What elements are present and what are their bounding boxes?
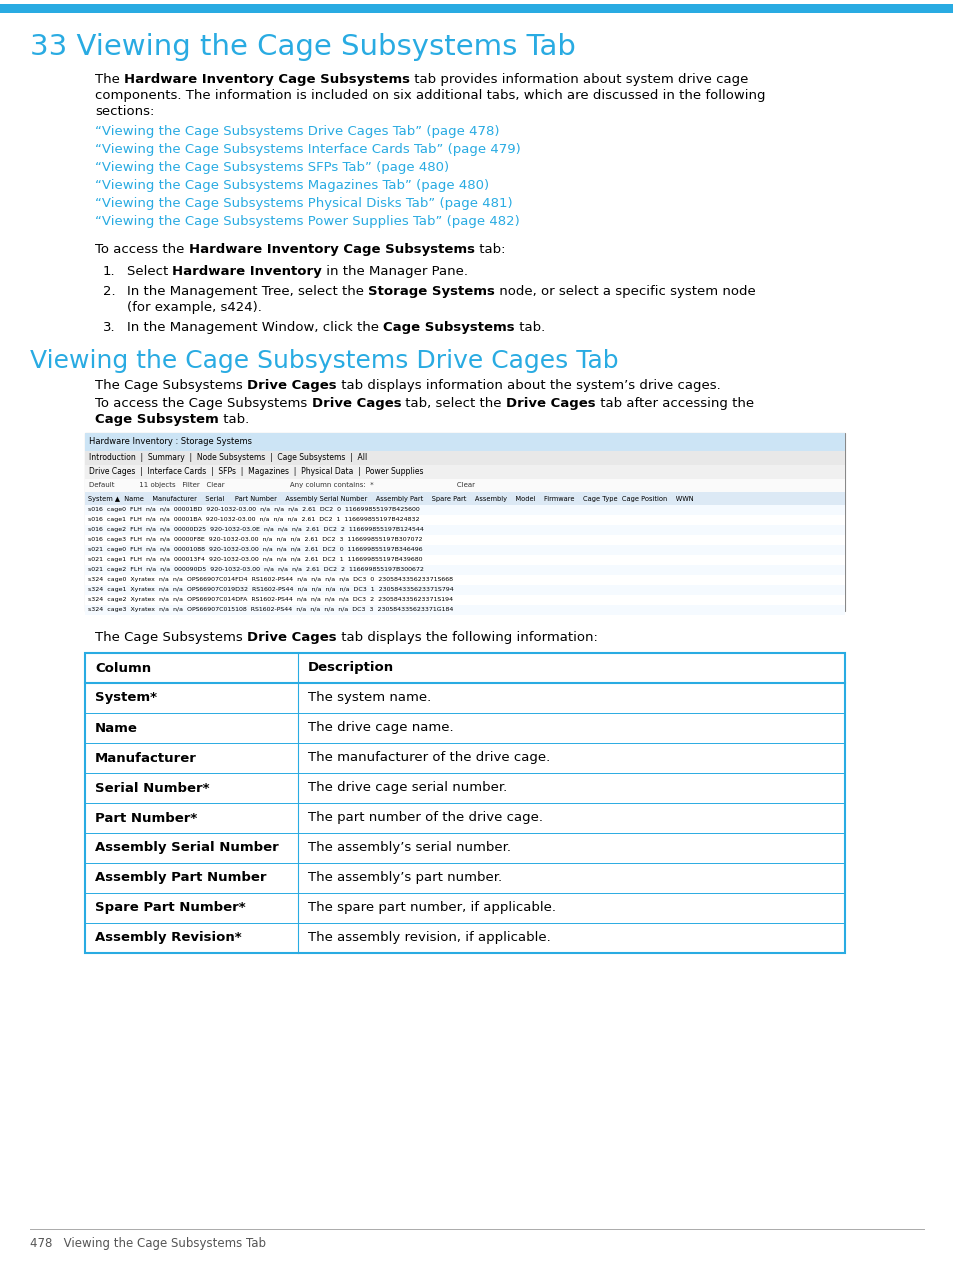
- Text: Assembly Part Number: Assembly Part Number: [95, 872, 266, 885]
- Text: Viewing the Cage Subsystems Drive Cages Tab: Viewing the Cage Subsystems Drive Cages …: [30, 350, 618, 372]
- Text: s021  cage1  FLH  n/a  n/a  000013F4  920-1032-03.00  n/a  n/a  n/a  2.61  DC2  : s021 cage1 FLH n/a n/a 000013F4 920-1032…: [88, 558, 422, 563]
- Text: Manufacturer: Manufacturer: [95, 751, 196, 764]
- Text: 3.: 3.: [103, 322, 115, 334]
- Text: Description: Description: [308, 661, 394, 675]
- Text: Drive Cages: Drive Cages: [247, 630, 336, 644]
- Text: “Viewing the Cage Subsystems Magazines Tab” (page 480): “Viewing the Cage Subsystems Magazines T…: [95, 179, 489, 192]
- Text: The: The: [95, 72, 124, 86]
- Text: 2.: 2.: [103, 285, 115, 297]
- Text: s021  cage0  FLH  n/a  n/a  00001088  920-1032-03.00  n/a  n/a  n/a  2.61  DC2  : s021 cage0 FLH n/a n/a 00001088 920-1032…: [88, 548, 422, 553]
- Text: “Viewing the Cage Subsystems SFPs Tab” (page 480): “Viewing the Cage Subsystems SFPs Tab” (…: [95, 161, 449, 174]
- Text: Hardware Inventory: Hardware Inventory: [172, 264, 322, 278]
- Text: tab.: tab.: [218, 413, 249, 426]
- Bar: [85, 545, 844, 555]
- Text: The manufacturer of the drive cage.: The manufacturer of the drive cage.: [308, 751, 550, 764]
- Text: The drive cage name.: The drive cage name.: [308, 722, 453, 735]
- Text: 1.: 1.: [103, 264, 115, 278]
- Text: To access the: To access the: [95, 243, 189, 255]
- Text: Introduction  |  Summary  |  Node Subsystems  |  Cage Subsystems  |  All: Introduction | Summary | Node Subsystems…: [89, 454, 367, 463]
- Text: In the Management Tree, select the: In the Management Tree, select the: [127, 285, 368, 297]
- Bar: [85, 492, 844, 505]
- Text: Cage Subsystem: Cage Subsystem: [95, 413, 218, 426]
- Text: Drive Cages  |  Interface Cards  |  SFPs  |  Magazines  |  Physical Data  |  Pow: Drive Cages | Interface Cards | SFPs | M…: [89, 468, 423, 477]
- Bar: [85, 555, 844, 566]
- Bar: [85, 525, 844, 535]
- Text: Drive Cages: Drive Cages: [505, 397, 595, 411]
- Text: Spare Part Number*: Spare Part Number*: [95, 901, 245, 915]
- Text: Storage Systems: Storage Systems: [368, 285, 495, 297]
- Text: tab.: tab.: [515, 322, 544, 334]
- Text: s016  cage1  FLH  n/a  n/a  00001BA  920-1032-03.00  n/a  n/a  n/a  2.61  DC2  1: s016 cage1 FLH n/a n/a 00001BA 920-1032-…: [88, 517, 419, 522]
- Text: Hardware Inventory Cage Subsystems: Hardware Inventory Cage Subsystems: [124, 72, 410, 86]
- Text: System*: System*: [95, 691, 157, 704]
- Text: Part Number*: Part Number*: [95, 811, 197, 825]
- Text: The part number of the drive cage.: The part number of the drive cage.: [308, 811, 542, 825]
- Text: tab displays the following information:: tab displays the following information:: [336, 630, 597, 644]
- Text: The assembly’s serial number.: The assembly’s serial number.: [308, 841, 511, 854]
- Text: In the Management Window, click the: In the Management Window, click the: [127, 322, 383, 334]
- Bar: [85, 451, 844, 465]
- Bar: [85, 479, 844, 492]
- Text: Serial Number*: Serial Number*: [95, 782, 210, 794]
- Text: 33 Viewing the Cage Subsystems Tab: 33 Viewing the Cage Subsystems Tab: [30, 33, 576, 61]
- Text: Hardware Inventory Cage Subsystems: Hardware Inventory Cage Subsystems: [189, 243, 475, 255]
- Text: Default           11 objects   Filter   Clear                             Any co: Default 11 objects Filter Clear Any co: [89, 483, 475, 488]
- Bar: [85, 595, 844, 605]
- Text: tab after accessing the: tab after accessing the: [595, 397, 753, 411]
- Bar: [85, 433, 844, 451]
- Text: s324  cage0  Xyratex  n/a  n/a  OPS66907C014FD4  RS1602-PS44  n/a  n/a  n/a  n/a: s324 cage0 Xyratex n/a n/a OPS66907C014F…: [88, 577, 453, 582]
- Text: System ▲  Name    Manufacturer    Serial     Part Number    Assembly Serial Numb: System ▲ Name Manufacturer Serial Part N…: [88, 496, 693, 502]
- Text: s324  cage2  Xyratex  n/a  n/a  OPS66907C014DFA  RS1602-PS44  n/a  n/a  n/a  n/a: s324 cage2 Xyratex n/a n/a OPS66907C014D…: [88, 597, 453, 602]
- Bar: [85, 574, 844, 585]
- Text: “Viewing the Cage Subsystems Physical Disks Tab” (page 481): “Viewing the Cage Subsystems Physical Di…: [95, 197, 512, 210]
- Text: The system name.: The system name.: [308, 691, 431, 704]
- Bar: [85, 433, 844, 611]
- Text: The drive cage serial number.: The drive cage serial number.: [308, 782, 507, 794]
- Text: The spare part number, if applicable.: The spare part number, if applicable.: [308, 901, 556, 915]
- Text: The Cage Subsystems: The Cage Subsystems: [95, 379, 247, 391]
- Bar: [85, 465, 844, 479]
- Text: s016  cage0  FLH  n/a  n/a  00001BD  920-1032-03.00  n/a  n/a  n/a  2.61  DC2  0: s016 cage0 FLH n/a n/a 00001BD 920-1032-…: [88, 507, 419, 512]
- Text: in the Manager Pane.: in the Manager Pane.: [322, 264, 468, 278]
- Text: “Viewing the Cage Subsystems Interface Cards Tab” (page 479): “Viewing the Cage Subsystems Interface C…: [95, 144, 520, 156]
- Text: tab, select the: tab, select the: [400, 397, 505, 411]
- Bar: [85, 535, 844, 545]
- Bar: [85, 515, 844, 525]
- Text: “Viewing the Cage Subsystems Power Supplies Tab” (page 482): “Viewing the Cage Subsystems Power Suppl…: [95, 215, 519, 228]
- Bar: [85, 566, 844, 574]
- Text: Select: Select: [127, 264, 172, 278]
- Text: (for example, s424).: (for example, s424).: [127, 301, 262, 314]
- Text: s016  cage2  FLH  n/a  n/a  00000D25  920-1032-03.0E  n/a  n/a  n/a  2.61  DC2  : s016 cage2 FLH n/a n/a 00000D25 920-1032…: [88, 527, 423, 533]
- Text: s324  cage3  Xyratex  n/a  n/a  OPS66907C015108  RS1602-PS44  n/a  n/a  n/a  n/a: s324 cage3 Xyratex n/a n/a OPS66907C0151…: [88, 608, 453, 613]
- Text: s021  cage2  FLH  n/a  n/a  000090D5  920-1032-03.00  n/a  n/a  n/a  2.61  DC2  : s021 cage2 FLH n/a n/a 000090D5 920-1032…: [88, 567, 423, 572]
- Text: The Cage Subsystems: The Cage Subsystems: [95, 630, 247, 644]
- Text: To access the Cage Subsystems: To access the Cage Subsystems: [95, 397, 312, 411]
- Text: sections:: sections:: [95, 105, 154, 118]
- Text: Drive Cages: Drive Cages: [312, 397, 400, 411]
- Text: Drive Cages: Drive Cages: [247, 379, 336, 391]
- Text: tab:: tab:: [475, 243, 504, 255]
- Text: Assembly Serial Number: Assembly Serial Number: [95, 841, 278, 854]
- Text: Cage Subsystems: Cage Subsystems: [383, 322, 515, 334]
- Text: s324  cage1  Xyratex  n/a  n/a  OPS66907C019D32  RS1602-PS44  n/a  n/a  n/a  n/a: s324 cage1 Xyratex n/a n/a OPS66907C019D…: [88, 587, 454, 592]
- Text: Assembly Revision*: Assembly Revision*: [95, 932, 241, 944]
- Bar: [85, 585, 844, 595]
- Text: components. The information is included on six additional tabs, which are discus: components. The information is included …: [95, 89, 764, 102]
- Text: The assembly revision, if applicable.: The assembly revision, if applicable.: [308, 932, 550, 944]
- Bar: [85, 505, 844, 515]
- Text: node, or select a specific system node: node, or select a specific system node: [495, 285, 755, 297]
- Text: Name: Name: [95, 722, 138, 735]
- Text: The assembly’s part number.: The assembly’s part number.: [308, 872, 501, 885]
- Bar: [0, 4, 953, 13]
- Text: Column: Column: [95, 661, 151, 675]
- Bar: [85, 605, 844, 615]
- Bar: [85, 653, 844, 953]
- Text: Hardware Inventory : Storage Systems: Hardware Inventory : Storage Systems: [89, 437, 252, 446]
- Text: 478   Viewing the Cage Subsystems Tab: 478 Viewing the Cage Subsystems Tab: [30, 1237, 266, 1249]
- Text: “Viewing the Cage Subsystems Drive Cages Tab” (page 478): “Viewing the Cage Subsystems Drive Cages…: [95, 125, 499, 139]
- Text: tab displays information about the system’s drive cages.: tab displays information about the syste…: [336, 379, 720, 391]
- Text: s016  cage3  FLH  n/a  n/a  00000F8E  920-1032-03.00  n/a  n/a  n/a  2.61  DC2  : s016 cage3 FLH n/a n/a 00000F8E 920-1032…: [88, 538, 422, 543]
- Text: tab provides information about system drive cage: tab provides information about system dr…: [410, 72, 748, 86]
